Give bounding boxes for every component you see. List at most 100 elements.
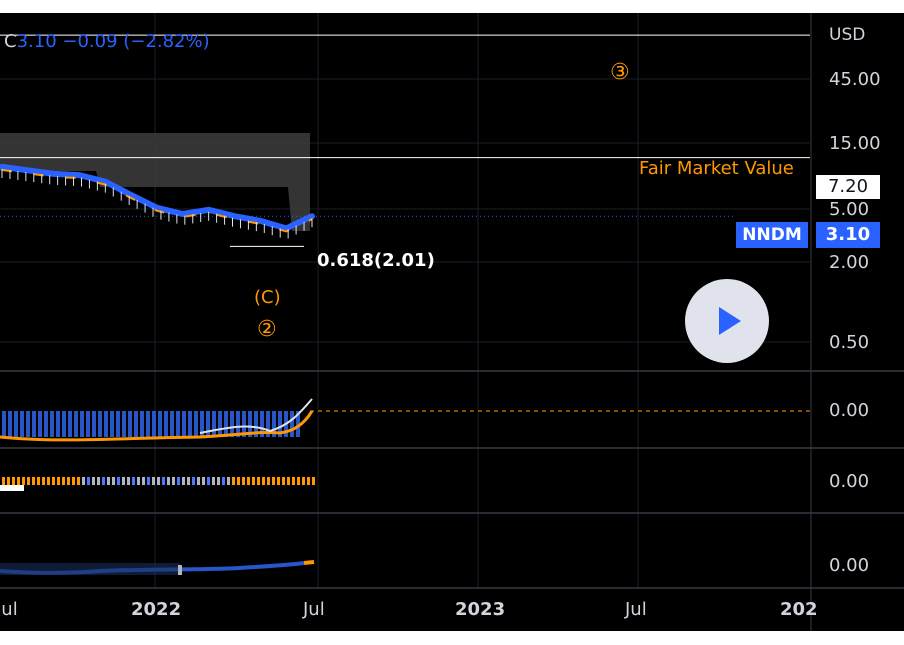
strip-dot bbox=[62, 477, 65, 485]
histogram-bar bbox=[182, 411, 186, 437]
strip-dot bbox=[202, 477, 205, 485]
pane3-marker bbox=[178, 565, 182, 575]
fair-market-value-label[interactable]: Fair Market Value bbox=[639, 158, 794, 179]
play-button[interactable] bbox=[685, 279, 769, 363]
strip-dot bbox=[12, 477, 15, 485]
histogram-bar bbox=[296, 411, 300, 437]
strip-dot bbox=[247, 477, 250, 485]
strip-dot bbox=[272, 477, 275, 485]
strip-dot bbox=[307, 477, 310, 485]
strip-dot bbox=[187, 477, 190, 485]
strip-dot bbox=[262, 477, 265, 485]
strip-dot bbox=[72, 477, 75, 485]
time-tick: 2022 bbox=[131, 599, 182, 620]
histogram-bar bbox=[146, 411, 150, 437]
strip-dot bbox=[47, 477, 50, 485]
histogram-bar bbox=[290, 411, 294, 437]
histogram-bar bbox=[50, 411, 54, 437]
strip-dot bbox=[197, 477, 200, 485]
price-tick: 15.00 bbox=[829, 133, 881, 154]
histogram-bar bbox=[176, 411, 180, 437]
strip-dot bbox=[7, 477, 10, 485]
histogram-bar bbox=[98, 411, 102, 437]
price-ribbon-blue bbox=[0, 163, 315, 232]
strip-dot bbox=[17, 477, 20, 485]
strip-dot bbox=[227, 477, 230, 485]
close-label: C bbox=[4, 31, 17, 52]
strip-dot bbox=[302, 477, 305, 485]
strip-dot bbox=[52, 477, 55, 485]
wave-2-label[interactable]: ② bbox=[257, 317, 277, 342]
wave-3-label[interactable]: ③ bbox=[610, 60, 630, 85]
strip-dot bbox=[207, 477, 210, 485]
strip-bar bbox=[0, 485, 24, 491]
histogram-bar bbox=[104, 411, 108, 437]
indicator2-tick: 0.00 bbox=[829, 471, 870, 492]
histogram-bar bbox=[242, 411, 246, 437]
strip-dot bbox=[167, 477, 170, 485]
histogram-bar bbox=[122, 411, 126, 437]
fair-market-value-price: 7.20 bbox=[816, 175, 880, 199]
strip-dot bbox=[147, 477, 150, 485]
time-tick: 202 bbox=[780, 599, 818, 620]
histogram-bar bbox=[56, 411, 60, 437]
strip-dot bbox=[182, 477, 185, 485]
strip-dot bbox=[312, 477, 315, 485]
histogram-bar bbox=[164, 411, 168, 437]
price-tick: 45.00 bbox=[829, 69, 881, 90]
strip-dot bbox=[117, 477, 120, 485]
strip-dot bbox=[22, 477, 25, 485]
indicator3-tick: 0.00 bbox=[829, 555, 870, 576]
strip-dot bbox=[212, 477, 215, 485]
strip-dot bbox=[162, 477, 165, 485]
change-value: −0.09 bbox=[62, 31, 118, 52]
time-tick: Jul bbox=[625, 599, 647, 620]
last-price-label: 3.10 bbox=[816, 222, 880, 248]
symbol-label: NNDM bbox=[736, 222, 808, 248]
histogram-bar bbox=[92, 411, 96, 437]
strip-dot bbox=[292, 477, 295, 485]
histogram-bar bbox=[278, 411, 282, 437]
strip-dot bbox=[102, 477, 105, 485]
strip-dot bbox=[217, 477, 220, 485]
price-tick: 2.00 bbox=[829, 252, 870, 273]
histogram-bar bbox=[194, 411, 198, 437]
histogram-bar bbox=[170, 411, 174, 437]
histogram-bar bbox=[200, 411, 204, 437]
strip-dot bbox=[42, 477, 45, 485]
histogram-bar bbox=[254, 411, 258, 437]
strip-dot bbox=[277, 477, 280, 485]
strip-dot bbox=[37, 477, 40, 485]
ohlc-legend: C3.10 −0.09 (−2.82%) bbox=[4, 31, 210, 52]
strip-dot bbox=[87, 477, 90, 485]
strip-dot bbox=[122, 477, 125, 485]
histogram-bar bbox=[212, 411, 216, 437]
chart-plot bbox=[0, 13, 904, 631]
strip-dot bbox=[127, 477, 130, 485]
close-value: 3.10 bbox=[16, 31, 57, 52]
strip-dot bbox=[192, 477, 195, 485]
strip-dot bbox=[92, 477, 95, 485]
strip-dot bbox=[242, 477, 245, 485]
price-tick: 5.00 bbox=[829, 199, 870, 220]
strip-dot bbox=[222, 477, 225, 485]
histogram-bar bbox=[74, 411, 78, 437]
histogram-bar bbox=[116, 411, 120, 437]
strip-dot bbox=[142, 477, 145, 485]
strip-dot bbox=[2, 477, 5, 485]
price-tick: 0.50 bbox=[829, 332, 870, 353]
strip-dot bbox=[152, 477, 155, 485]
histogram-bar bbox=[110, 411, 114, 437]
histogram-bar bbox=[32, 411, 36, 437]
wave-c-label[interactable]: (C) bbox=[254, 287, 281, 308]
strip-dot bbox=[27, 477, 30, 485]
strip-dot bbox=[287, 477, 290, 485]
strip-dot bbox=[67, 477, 70, 485]
fib-level-label[interactable]: 0.618(2.01) bbox=[317, 250, 435, 271]
currency-label[interactable]: USD bbox=[829, 25, 866, 45]
strip-dot bbox=[157, 477, 160, 485]
pane3-end bbox=[303, 560, 315, 565]
time-tick: Jul bbox=[303, 599, 325, 620]
strip-dot bbox=[257, 477, 260, 485]
strip-dot bbox=[297, 477, 300, 485]
